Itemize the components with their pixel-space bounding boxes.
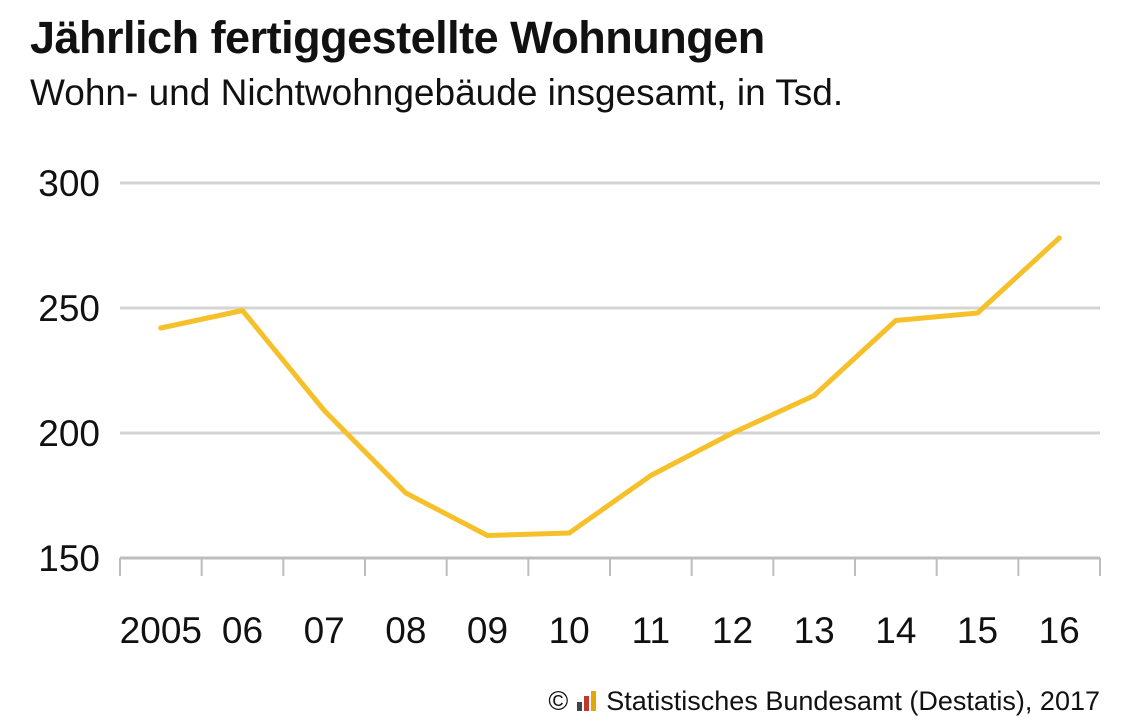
x-tick-label: 12: [712, 610, 753, 651]
data-point-09: [485, 533, 490, 538]
data-point-13: [811, 393, 817, 398]
source-text: Statistisches Bundesamt (Destatis), 2017: [606, 686, 1100, 716]
copyright-symbol: ©: [548, 686, 569, 716]
data-point-06: [240, 308, 245, 313]
data-point-12: [730, 430, 735, 436]
x-tick-label: 09: [467, 610, 508, 651]
x-tick-label: 14: [875, 610, 916, 651]
y-tick-label: 150: [38, 538, 100, 579]
x-tick-label: 15: [957, 610, 998, 651]
series-line: [158, 235, 1062, 538]
data-point-07: [321, 408, 327, 413]
y-axis: 150 200 250 300: [38, 163, 100, 579]
x-tick-label: 10: [549, 610, 590, 651]
x-tick-label: 2005: [120, 610, 202, 651]
y-tick-label: 200: [38, 413, 100, 454]
data-point-10: [566, 530, 572, 536]
source-credit: © Statistisches Bundesamt (Destatis), 20…: [548, 686, 1100, 717]
chart-subtitle: Wohn- und Nichtwohngebäude insgesamt, in…: [30, 72, 844, 113]
x-tick-label: 06: [222, 610, 263, 651]
x-tick-label: 16: [1039, 610, 1080, 651]
data-point-15: [975, 310, 980, 316]
y-tick-label: 300: [38, 163, 100, 204]
x-tick-label: 08: [385, 610, 426, 651]
x-tick-label: 13: [794, 610, 835, 651]
x-tick-label: 07: [304, 610, 345, 651]
data-point-11: [648, 473, 654, 478]
destatis-logo-icon: [576, 690, 598, 713]
series-layer: [158, 235, 1062, 538]
data-point-2005: [158, 325, 164, 331]
x-axis: 2005 06 07 08 09 10 11 12 13 14 15 16: [119, 558, 1101, 651]
chart-title: Jährlich fertiggestellte Wohnungen: [30, 12, 765, 63]
data-point-08: [403, 490, 409, 496]
data-point-16: [1056, 235, 1062, 241]
x-tick-label: 11: [632, 610, 670, 651]
y-tick-label: 250: [38, 288, 100, 329]
data-point-14: [893, 318, 899, 323]
